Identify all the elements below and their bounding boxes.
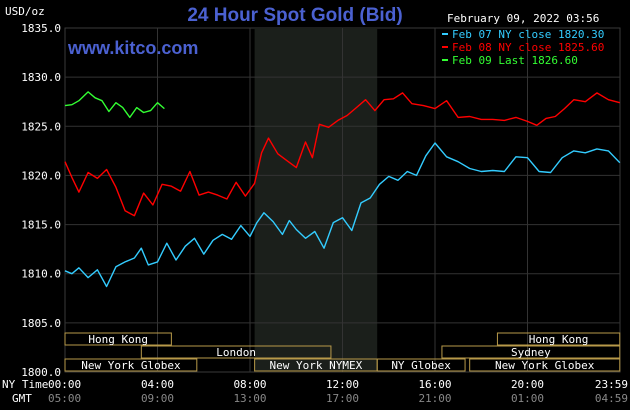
- y-tick-label: 1820.0: [21, 169, 61, 182]
- axes: 1800.0 1805.0 1810.0 1815.0 1820.0 1825.0 1830…: [21, 22, 628, 405]
- session-label: Hong Kong: [88, 333, 148, 346]
- gmt-row-label: GMT: [12, 392, 32, 405]
- session-label: New York Globex: [495, 359, 595, 372]
- session-label: New York Globex: [81, 359, 181, 372]
- price-series-line-2: [64, 91, 165, 119]
- legend-entry: Feb 08 NY close 1825.60: [452, 41, 604, 54]
- session-box: [140, 345, 332, 359]
- y-tick-label: 1830.0: [21, 71, 61, 84]
- session-box: [441, 345, 621, 359]
- y-tick-label: 1825.0: [21, 120, 61, 133]
- y-axis-label: USD/oz: [5, 5, 45, 18]
- session-label: New York NYMEX: [270, 359, 363, 372]
- price-lines: [64, 91, 621, 288]
- brand-watermark: www.kitco.com: [67, 38, 198, 58]
- chart-title: 24 Hour Spot Gold (Bid): [187, 5, 402, 26]
- price-series-line-0: [64, 142, 621, 288]
- x-tick-label-ny: 08:00: [233, 378, 266, 391]
- x-tick-label-ny: 04:00: [141, 378, 174, 391]
- x-tick-label-gmt: 05:00: [48, 392, 81, 405]
- session-label: London: [216, 346, 256, 359]
- x-tick-label-ny: 16:00: [418, 378, 451, 391]
- x-tick-label-gmt: 17:00: [326, 392, 359, 405]
- y-tick-label: 1805.0: [21, 317, 61, 330]
- x-tick-label-ny: 23:59: [595, 378, 628, 391]
- session-box: [376, 358, 466, 372]
- session-box: [469, 358, 621, 372]
- session-label: Hong Kong: [529, 333, 589, 346]
- legend-entry: Feb 07 NY close 1820.30: [452, 28, 604, 41]
- y-tick-label: 1835.0: [21, 22, 61, 35]
- session-box: [64, 358, 198, 372]
- x-tick-label-gmt: 09:00: [141, 392, 174, 405]
- x-tick-label-gmt: 01:00: [511, 392, 544, 405]
- session-label: NY Globex: [391, 359, 451, 372]
- y-tick-label: 1800.0: [21, 366, 61, 379]
- x-tick-label-gmt: 21:00: [418, 392, 451, 405]
- session-box: [64, 332, 172, 346]
- x-tick-label-ny: 00:00: [48, 378, 81, 391]
- y-tick-label: 1810.0: [21, 268, 61, 281]
- price-series-line-1: [64, 92, 620, 217]
- x-tick-label-gmt: 13:00: [233, 392, 266, 405]
- date-label: February 09, 2022 03:56: [447, 12, 599, 25]
- nymex-session-shade: [254, 28, 378, 372]
- x-tick-label-ny: 12:00: [326, 378, 359, 391]
- market-sessions: Hong Kong London New York Globex New York N…: [64, 332, 621, 372]
- session-box: [496, 332, 621, 346]
- x-tick-label-ny: 20:00: [511, 378, 544, 391]
- grid-lines: [65, 28, 620, 372]
- y-tick-label: 1815.0: [21, 219, 61, 232]
- x-tick-label-gmt: 04:59: [595, 392, 628, 405]
- ny-time-row-label: NY Time: [2, 378, 48, 391]
- session-label: Sydney: [511, 346, 551, 359]
- legend-entry: Feb 09 Last 1826.60: [452, 54, 578, 67]
